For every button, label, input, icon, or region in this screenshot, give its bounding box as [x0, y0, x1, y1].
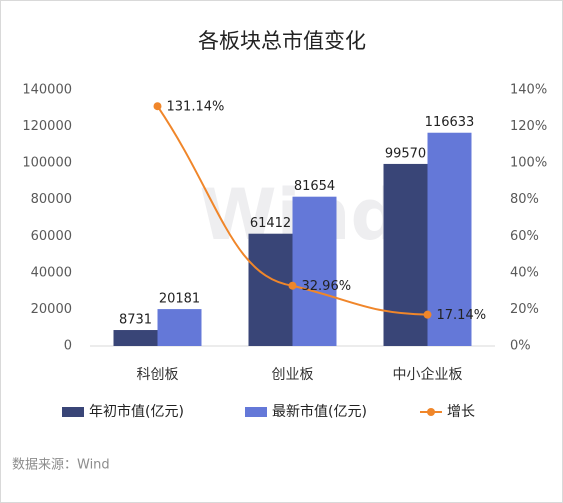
bar-value-label: 81654: [294, 179, 335, 194]
growth-value-label: 131.14%: [167, 100, 225, 115]
y-tick-label: 0: [64, 339, 72, 354]
y-tick-label: 20000: [31, 302, 72, 317]
legend-label: 最新市值(亿元): [272, 403, 367, 420]
legend-label: 增长: [447, 404, 475, 420]
bar: [157, 309, 202, 346]
bar-value-label: 116633: [425, 115, 475, 130]
bar: [292, 196, 337, 346]
legend-swatch: [62, 407, 84, 417]
growth-point: [288, 281, 297, 290]
x-tick-label: 中小企业板: [393, 366, 463, 383]
growth-point: [153, 102, 162, 111]
bar-value-label: 20181: [159, 292, 200, 307]
y-tick-label: 40000: [31, 265, 72, 280]
y-tick-label: 60000: [31, 229, 72, 244]
x-tick-label: 科创板: [137, 367, 179, 383]
y2-tick-label: 0%: [510, 339, 531, 354]
y2-tick-label: 60%: [510, 229, 539, 244]
growth-value-label: 32.96%: [302, 279, 352, 294]
chart-title: 各板块总市值变化: [198, 29, 366, 53]
y-tick-label: 100000: [22, 156, 72, 171]
legend-swatch: [245, 407, 267, 417]
y2-tick-label: 20%: [510, 302, 539, 317]
y2-tick-label: 40%: [510, 265, 539, 280]
y2-tick-label: 80%: [510, 192, 539, 207]
x-tick-label: 创业板: [272, 367, 314, 383]
y-tick-label: 140000: [22, 83, 72, 98]
y2-tick-label: 140%: [510, 83, 547, 98]
growth-value-label: 17.14%: [437, 308, 487, 323]
y-tick-label: 120000: [22, 119, 72, 134]
legend-swatch: [427, 408, 435, 416]
bar: [427, 132, 472, 346]
y2-tick-label: 100%: [510, 156, 547, 171]
y-tick-label: 80000: [31, 192, 72, 207]
source-note: 数据来源：Wind: [12, 458, 110, 473]
growth-point: [423, 310, 432, 319]
growth-line: [156, 105, 428, 316]
bar: [383, 163, 428, 346]
bar: [113, 330, 158, 346]
legend-label: 年初市值(亿元): [89, 403, 184, 420]
bar-value-label: 61412: [250, 216, 291, 231]
y2-tick-label: 120%: [510, 119, 547, 134]
bar-value-label: 8731: [119, 313, 152, 328]
bar: [248, 233, 293, 346]
bar-value-label: 99570: [385, 146, 426, 161]
